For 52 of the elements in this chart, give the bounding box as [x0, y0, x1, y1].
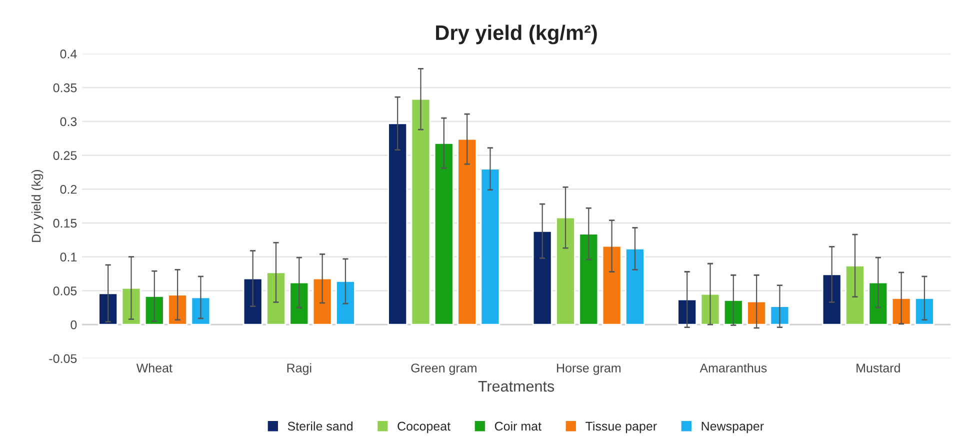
bar	[336, 280, 356, 326]
y-tick-label: 0.15	[53, 218, 77, 228]
chart-title: Dry yield (kg/m²)	[436, 24, 597, 44]
x-tick-label: Amaranthus	[700, 363, 767, 372]
y-tick-label: 0.35	[53, 83, 77, 92]
x-tick-label: Horse gram	[557, 364, 620, 375]
bar	[677, 298, 698, 326]
bar	[312, 278, 332, 326]
x-tick-label: Green gram	[411, 364, 476, 375]
y-axis-title: Dry yield (kg)	[31, 170, 44, 242]
bar	[891, 297, 912, 326]
y-tick-label: 0.2	[60, 184, 77, 194]
bar	[625, 248, 645, 326]
legend-label: Newspaper	[702, 422, 764, 434]
y-tick-label: 0.4	[60, 50, 77, 58]
y-tick-label: 0	[70, 320, 77, 330]
legend-label: Coir mat	[494, 421, 542, 431]
x-axis-title: Treatments	[478, 381, 554, 392]
bar	[868, 282, 888, 326]
bar	[578, 233, 599, 326]
bar	[845, 264, 865, 326]
bar	[480, 168, 500, 326]
bar	[388, 122, 408, 326]
bar	[770, 306, 790, 326]
bar	[532, 230, 552, 326]
bar	[98, 292, 118, 326]
bar	[410, 98, 431, 326]
bar	[242, 278, 263, 326]
legend-label: Tissue paper	[586, 421, 657, 434]
x-tick-label: Wheat	[136, 363, 172, 372]
y-tick-label: 0.3	[60, 117, 77, 126]
bar	[457, 138, 478, 326]
bar	[266, 272, 286, 326]
x-tick-label: Ragi	[287, 363, 312, 375]
legend-label: Sterile sand	[288, 421, 352, 431]
bar	[746, 300, 767, 326]
bar	[602, 245, 622, 326]
bar	[723, 299, 744, 326]
bar	[434, 142, 454, 326]
bar	[289, 282, 310, 326]
bar	[914, 297, 934, 326]
bar	[556, 216, 576, 326]
bar	[822, 274, 842, 326]
legend-label: Cocopeat	[398, 422, 450, 434]
y-tick-label: 0.05	[53, 286, 77, 296]
bar	[168, 294, 188, 326]
bar	[190, 296, 211, 326]
y-tick-label: 0.1	[60, 252, 77, 262]
bar	[144, 295, 164, 326]
y-tick-label: 0.25	[53, 151, 77, 160]
x-tick-label: Mustard	[856, 363, 900, 372]
y-tick-label: -0.05	[49, 354, 77, 364]
